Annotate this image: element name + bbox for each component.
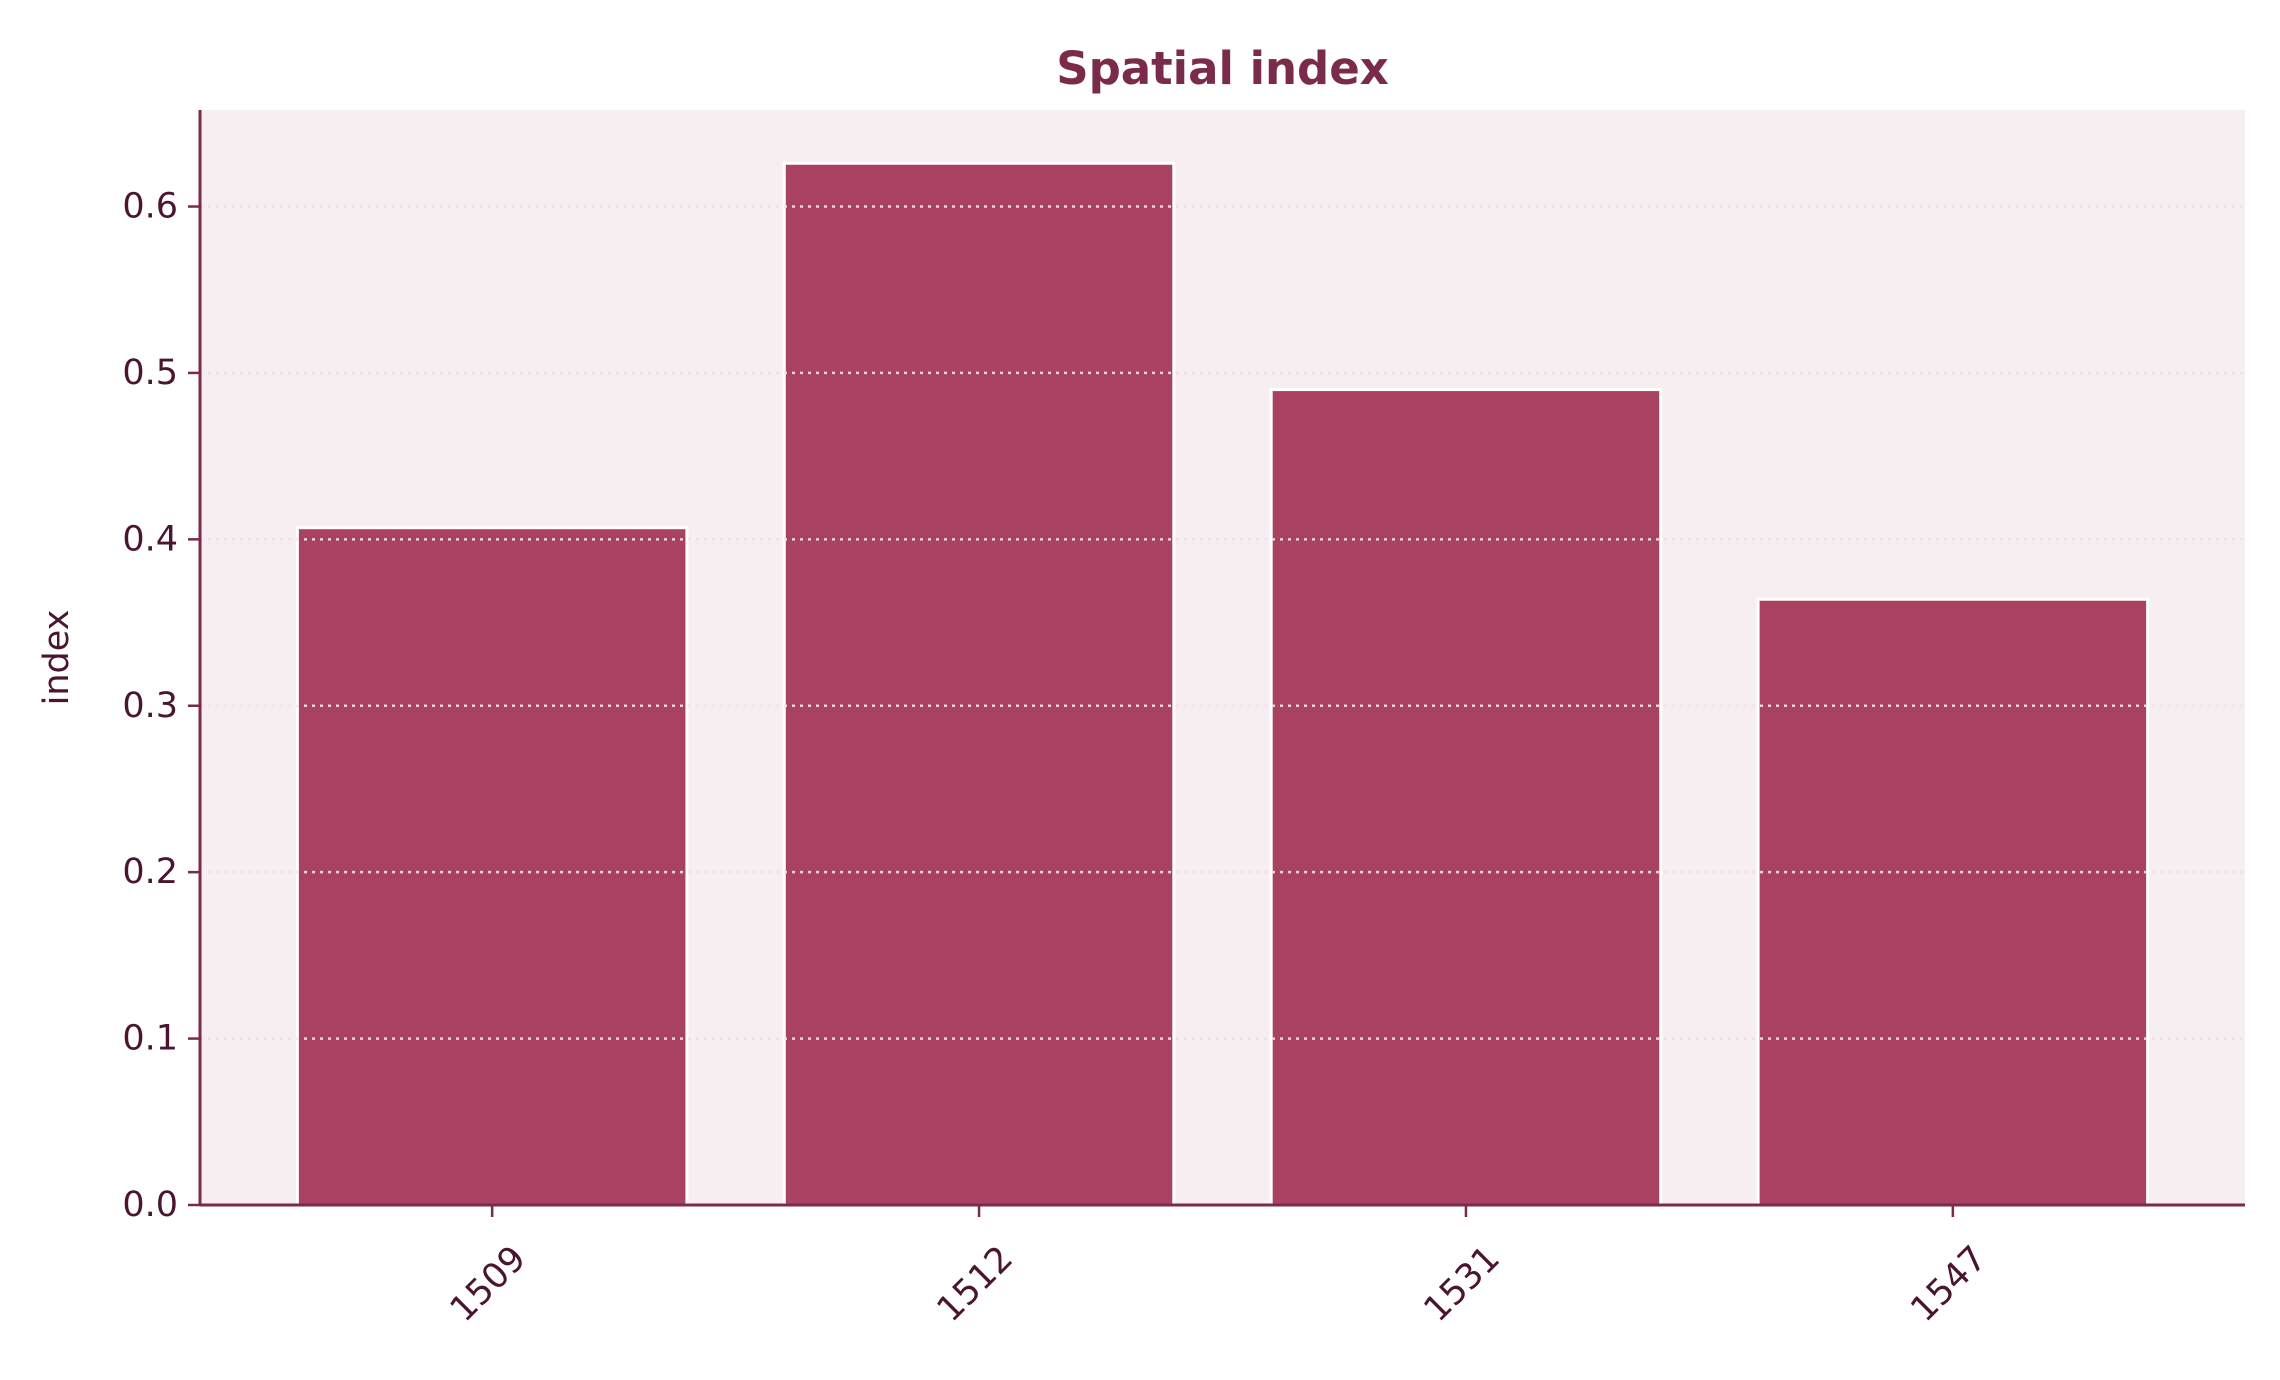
chart-title: Spatial index [1056, 42, 1389, 95]
x-tick-label: 1531 [1417, 1239, 1508, 1330]
bar-1509 [295, 526, 689, 1207]
y-tick-label: 0.6 [122, 187, 178, 227]
y-ticks: 0.0 0.1 0.2 0.3 0.4 0.5 0.6 [122, 187, 200, 1225]
x-tick-label: 1547 [1903, 1239, 1994, 1330]
y-tick-label: 0.2 [122, 852, 178, 892]
bar-1512 [782, 161, 1176, 1207]
y-tick-label: 0.1 [122, 1019, 178, 1059]
x-ticks: 1509 1512 1531 1547 [443, 1205, 1995, 1330]
bar-1531 [1269, 388, 1663, 1207]
y-tick-label: 0.4 [122, 519, 178, 559]
bar-1547 [1756, 597, 2150, 1207]
y-axis-label: index [37, 610, 77, 706]
x-tick-label: 1512 [930, 1239, 1021, 1330]
y-tick-label: 0.5 [122, 353, 178, 393]
y-tick-label: 0.0 [122, 1185, 178, 1225]
bars [200, 161, 2245, 1207]
y-tick-label: 0.3 [122, 686, 178, 726]
x-tick-label: 1509 [443, 1239, 534, 1330]
axes [198, 110, 2245, 1207]
